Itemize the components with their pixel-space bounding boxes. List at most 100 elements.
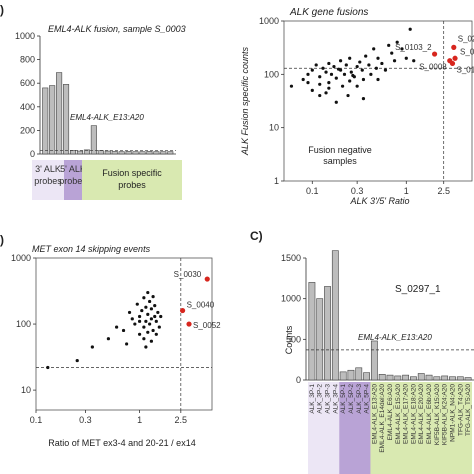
panel-d-point — [75, 358, 79, 363]
panel-d-point — [151, 328, 155, 333]
panel-d-point — [144, 319, 148, 323]
panel-a-title: EML4-ALK fusion, sample S_0003 — [48, 24, 186, 34]
panel-d-point — [146, 290, 150, 295]
panel-d-points — [46, 290, 163, 370]
panel-a-bar — [90, 125, 97, 155]
panel-b-xtick-label: 0.1 — [306, 186, 319, 196]
panel-b-point — [355, 84, 359, 88]
panel-d-point — [130, 317, 134, 321]
panel-a-bar — [63, 84, 70, 155]
panel-c-bar — [355, 367, 363, 381]
panel-c-category-label: EML4-ALK_E18:A20 — [410, 384, 417, 444]
panel-d-point — [153, 314, 157, 319]
panel-c-category-label: NPM1-ALK_N4:A20 — [449, 384, 456, 442]
panel-d-label: ) — [0, 233, 4, 247]
panel-d-point — [142, 337, 146, 341]
panel-c-category-label: ALK_5P-2 — [348, 384, 355, 414]
panel-a-bar — [49, 85, 56, 155]
panel-b-point — [390, 51, 394, 55]
panel-c-bar — [378, 374, 386, 381]
panel-c-title: S_0297_1 — [395, 284, 441, 295]
panel-d-ytick-label: 100 — [16, 319, 31, 329]
panel-c-bar — [441, 375, 449, 381]
panel-b-point — [306, 80, 310, 85]
panel-a-annotation: EML4-ALK_E13:A20 — [70, 113, 144, 122]
panel-b-point — [324, 70, 328, 74]
panel-c-category-label: EML4-ALK_E6b:A20 — [426, 384, 433, 444]
panel-b-xtick-label: 2.5 — [437, 186, 450, 196]
panel-d-title: MET exon 14 skipping events — [32, 244, 151, 254]
panel-b-xtick-label: 1 — [404, 186, 409, 196]
panel-c-bar — [449, 376, 456, 381]
panel-b-point — [329, 72, 334, 76]
panel-d-point — [140, 308, 144, 313]
panel-d-highlight-label: S_0052 — [193, 321, 221, 330]
panel-d-highlight-point — [179, 307, 186, 314]
panel-b-points — [289, 27, 416, 104]
panel-d-highlighted: S_0030 S_0040 S_0052 — [174, 270, 221, 330]
panel-d-point — [46, 365, 50, 370]
panel-d-highlight-point — [186, 321, 192, 327]
panel-b-point — [360, 68, 364, 72]
panel-d-point — [135, 302, 139, 306]
panel-c-bar — [339, 371, 347, 381]
panel-c-ytick-label: 500 — [286, 334, 301, 344]
panel-a-group-band — [64, 160, 82, 200]
panel-b-point — [324, 91, 328, 95]
panel-a-group-label: probes — [59, 176, 87, 186]
panel-a-bars — [42, 72, 174, 155]
panel-c-category-label: ALK_3P-3 — [325, 384, 332, 414]
panel-d-xtick-label: 1 — [137, 415, 142, 425]
panel-c-category-label: KIF5B-ALK_K24:A20 — [442, 384, 449, 445]
panel-a-ytick-label: 0 — [30, 149, 35, 159]
panel-b-xlabel: ALK 3'/5' Ratio — [350, 196, 410, 206]
panel-b-point — [306, 72, 310, 76]
panel-d-point — [144, 345, 148, 349]
panel-c-ylabel: Counts — [284, 325, 294, 354]
panel-a-ytick-label: 1000 — [15, 31, 35, 41]
panel-b-highlight-point — [452, 55, 458, 61]
panel-b-point — [332, 64, 336, 69]
panel-a-group-band — [82, 160, 182, 200]
panel-b-highlight-label: S_0008 — [419, 63, 447, 72]
panel-a-bar — [132, 151, 139, 155]
panel-b-point — [348, 79, 352, 83]
panel-c-group-band — [308, 382, 340, 474]
panel-b-highlight-label: S_0297_1 — [458, 34, 474, 43]
panel-b-title: ALK gene fusions — [289, 7, 368, 18]
panel-c-category-label: ALK_5P-4 — [364, 384, 371, 414]
panel-d-point — [146, 312, 150, 317]
panel-d-point — [106, 337, 111, 341]
panel-c-bar — [308, 282, 316, 381]
panel-b-highlight-label: S_000 — [460, 47, 474, 56]
panel-a-group-label: probes — [118, 180, 146, 190]
panel-d-point — [115, 325, 119, 329]
panel-b-point — [340, 84, 345, 88]
panel-c-bar — [331, 250, 339, 381]
panel-d-point — [137, 319, 142, 323]
panel-d-point — [121, 328, 126, 333]
panel-d-point — [157, 325, 161, 329]
panel-d-xlabel: Ratio of MET ex3-4 and 20-21 / ex14 — [48, 438, 195, 448]
panel-c-group-band — [339, 382, 371, 474]
panel-d-point — [144, 305, 148, 309]
panel-c-bar — [410, 376, 417, 381]
panel-c-bar — [394, 375, 402, 381]
panel-c-group-band — [370, 382, 472, 474]
panel-a-y-axis: 0 200 400 600 800 1000 — [15, 31, 176, 159]
panel-c-category-label: EML4-ALK_E6:A20 — [387, 384, 394, 441]
panel-d-point — [154, 319, 158, 323]
panel-b-point — [289, 84, 294, 88]
panel-b-highlight-point — [431, 51, 438, 57]
panel-d-point — [153, 304, 157, 308]
panel-c-category-label: TFG-ALK_T4:A20 — [457, 384, 464, 436]
panel-d-xtick-label: 0.1 — [30, 415, 43, 425]
panel-b-point — [355, 64, 359, 69]
panel-b-point — [395, 40, 399, 44]
panel-c-bar — [316, 298, 324, 381]
panel-a-ytick-label: 400 — [20, 102, 35, 112]
panel-b-point — [327, 61, 331, 66]
panel-b: ALK gene fusions 0.1 0.3 1 2.5 1 10 100 1000 S_… — [240, 7, 474, 206]
panel-b-point — [342, 72, 347, 76]
panel-b-point — [314, 63, 318, 67]
